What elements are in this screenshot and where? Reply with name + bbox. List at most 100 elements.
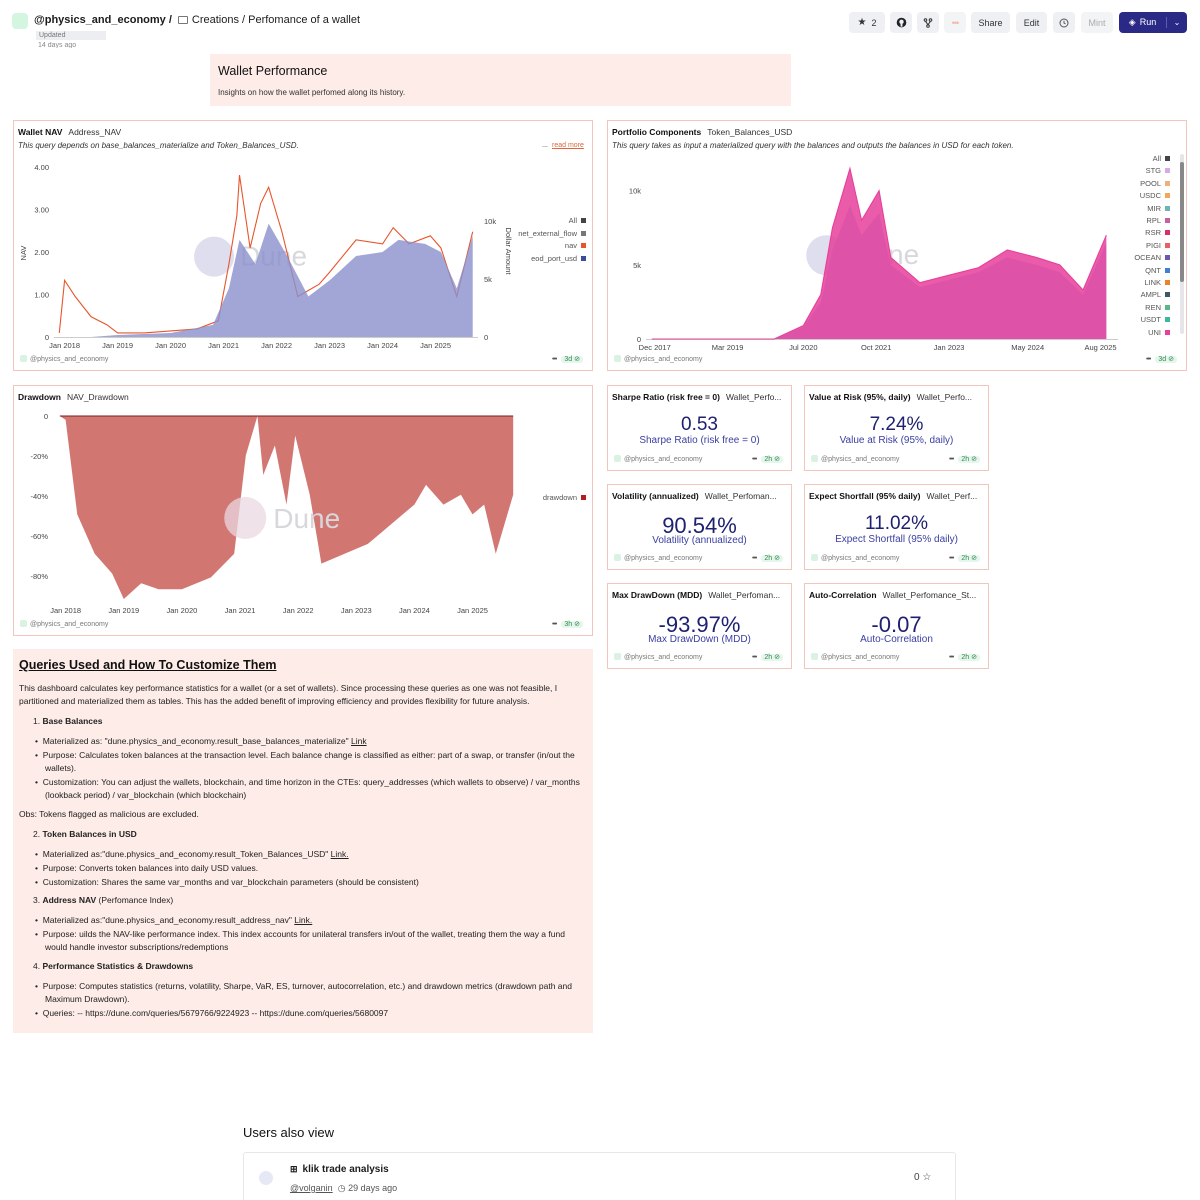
counter-title[interactable]: Max DrawDown (MDD) Wallet_Perfoman... — [612, 590, 781, 600]
more-dots-icon[interactable]: ••• — [1146, 356, 1151, 363]
author-avatar[interactable] — [259, 1171, 273, 1185]
dashboard-header-card: Wallet Performance Insights on how the w… — [210, 54, 791, 106]
more-dots-icon[interactable]: ••• — [752, 456, 757, 463]
run-button[interactable]: ◈ Run ⌄ — [1119, 12, 1187, 33]
wallet-nav-owner[interactable]: @physics_and_economy — [20, 355, 108, 363]
legend-swatch — [1165, 205, 1170, 211]
counter-owner[interactable]: @physics_and_economy — [811, 653, 899, 661]
counter-title[interactable]: Volatility (annualized) Wallet_Perfoman..… — [612, 491, 777, 501]
counter-label: Value at Risk (95%, daily) — [839, 435, 954, 446]
owner-avatar[interactable] — [12, 13, 28, 29]
mint-button[interactable]: Mint — [1081, 12, 1113, 33]
legend-scrollbar-thumb[interactable] — [1180, 162, 1184, 282]
related-dashboard-card[interactable]: ⊞ klik trade analysis @volganin ◷ 29 days… — [243, 1152, 956, 1200]
legend-item[interactable]: RPL — [1146, 216, 1170, 225]
legend-item[interactable]: QNT — [1145, 266, 1170, 275]
related-stars[interactable]: 0 ☆ — [914, 1172, 932, 1183]
related-author[interactable]: @volganin — [290, 1183, 333, 1193]
token-balances-link[interactable]: Link. — [330, 849, 349, 859]
layers-icon: ◈ — [1128, 17, 1136, 27]
legend-item[interactable]: UNI — [1148, 328, 1170, 337]
portfolio-title[interactable]: Portfolio Components Token_Balances_USD — [612, 127, 792, 137]
address-nav-link[interactable]: Link. — [294, 915, 313, 925]
more-dots-icon[interactable]: ••• — [949, 654, 954, 661]
counter-owner[interactable]: @physics_and_economy — [811, 554, 899, 562]
legend-item[interactable]: eod_port_usd — [531, 254, 586, 263]
legend-item[interactable]: LINK — [1144, 278, 1170, 287]
history-button[interactable] — [1053, 12, 1075, 33]
legend-scrollbar[interactable] — [1180, 154, 1184, 334]
x-tick-label: Jan 2023 — [341, 606, 372, 615]
watermark-text: Dune — [273, 503, 340, 534]
counter-title[interactable]: Auto-Correlation Wallet_Perfomance_St... — [809, 590, 977, 600]
more-options-button[interactable]: ••• — [944, 12, 966, 33]
counter-title[interactable]: Value at Risk (95%, daily) Wallet_Perfo..… — [809, 392, 973, 402]
legend-item[interactable]: STG — [1146, 166, 1170, 175]
read-more-ellipsis: ... — [542, 142, 548, 149]
counter-owner[interactable]: @physics_and_economy — [614, 653, 702, 661]
wallet-nav-query[interactable]: Address_NAV — [68, 127, 122, 137]
legend-item[interactable]: drawdown — [543, 493, 586, 502]
base-balances-link[interactable]: Link — [351, 736, 367, 746]
legend-item[interactable]: RSR — [1145, 228, 1170, 237]
obs-note: Obs: Tokens flagged as malicious are exc… — [19, 809, 199, 819]
legend-item[interactable]: OCEAN — [1134, 253, 1170, 262]
counter-label: Expect Shortfall (95% daily) — [835, 534, 958, 545]
legend-item[interactable]: All — [569, 216, 586, 225]
legend-item[interactable]: PIGI — [1146, 241, 1170, 250]
counter-label: Volatility (annualized) — [652, 535, 747, 546]
wallet-nav-title[interactable]: Wallet NAV Address_NAV — [18, 127, 121, 137]
read-more-link[interactable]: read more — [552, 142, 584, 149]
wallet-nav-chart[interactable]: 0 1.00 2.00 3.00 4.00 Jan 2018 Jan 2019 Jan 202… — [14, 153, 594, 368]
related-title[interactable]: ⊞ klik trade analysis — [290, 1164, 389, 1175]
legend-item[interactable]: nav — [565, 241, 586, 250]
more-dots-icon[interactable]: ••• — [752, 654, 757, 661]
counter-owner[interactable]: @physics_and_economy — [614, 554, 702, 562]
counter-owner[interactable]: @physics_and_economy — [811, 455, 899, 463]
breadcrumb: @physics_and_economy / Creations / Perfom… — [34, 14, 360, 26]
breadcrumb-path[interactable]: Creations / Perfomance of a wallet — [191, 14, 361, 26]
star-icon: ★ — [857, 17, 867, 28]
legend-item[interactable]: net_external_flow — [518, 229, 586, 238]
drawdown-query[interactable]: NAV_Drawdown — [66, 392, 129, 402]
counter-owner[interactable]: @physics_and_economy — [614, 455, 702, 463]
legend-item[interactable]: USDT — [1141, 315, 1170, 324]
portfolio-chart[interactable]: 0 5k 10k Dec 2017 Mar 2019 Jul 2020 Oct 2021 Ja… — [608, 153, 1188, 368]
edit-button[interactable]: Edit — [1016, 12, 1047, 33]
legend-item[interactable]: USDC — [1140, 191, 1170, 200]
more-dots-icon[interactable]: ••• — [752, 555, 757, 562]
legend-item[interactable]: MIR — [1147, 204, 1170, 213]
legend-swatch — [581, 218, 586, 223]
dune-logo-icon — [194, 236, 235, 277]
more-dots-icon[interactable]: ••• — [949, 456, 954, 463]
run-dropdown-chevron-icon[interactable]: ⌄ — [1173, 18, 1181, 27]
legend-item[interactable]: All — [1153, 154, 1170, 163]
counter-title[interactable]: Expect Shortfall (95% daily) Wallet_Perf.… — [809, 491, 978, 501]
more-dots-icon[interactable]: ••• — [949, 555, 954, 562]
drawdown-title[interactable]: Drawdown NAV_Drawdown — [18, 392, 129, 402]
breadcrumb-owner[interactable]: @physics_and_economy / — [34, 14, 172, 26]
legend-item[interactable]: POOL — [1140, 179, 1170, 188]
wallet-nav-name: Wallet NAV — [18, 127, 63, 137]
x-tick-label: Jan 2019 — [102, 341, 133, 350]
portfolio-query[interactable]: Token_Balances_USD — [707, 127, 793, 137]
legend-item[interactable]: REN — [1145, 303, 1170, 312]
queries-explanation-panel: Queries Used and How To Customize Them T… — [13, 649, 593, 1033]
github-button[interactable] — [890, 12, 912, 33]
portfolio-owner[interactable]: @physics_and_economy — [614, 355, 702, 363]
drawdown-chart[interactable]: 0 -20% -40% -60% -80% Jan 2018 Jan 2019 Jan 202… — [14, 406, 594, 631]
share-button[interactable]: Share — [971, 12, 1010, 33]
fork-button[interactable] — [917, 12, 939, 33]
counter-title[interactable]: Sharpe Ratio (risk free = 0) Wallet_Perfo… — [612, 392, 782, 402]
freshness-badge: 2h ⊘ — [958, 456, 980, 463]
y-tick-label: 4.00 — [34, 163, 49, 172]
drawdown-owner[interactable]: @physics_and_economy — [20, 620, 108, 628]
x-tick-label: Jan 2020 — [166, 606, 197, 615]
more-dots-icon[interactable]: ••• — [552, 356, 557, 363]
owner-label: @physics_and_economy — [624, 356, 703, 363]
owner-avatar-icon — [811, 554, 818, 561]
more-dots-icon[interactable]: ••• — [552, 621, 557, 628]
star-button[interactable]: ★ 2 — [849, 12, 885, 33]
x-tick-label: May 2024 — [1011, 343, 1044, 352]
legend-item[interactable]: AMPL — [1141, 290, 1170, 299]
